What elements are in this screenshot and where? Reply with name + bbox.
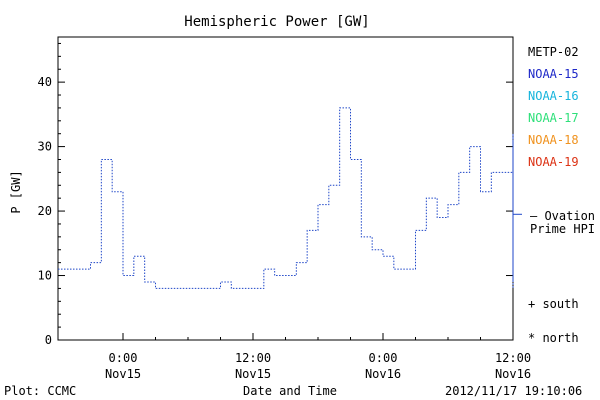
legend-entry: NOAA-19 bbox=[528, 155, 579, 169]
x-axis-label: Date and Time bbox=[243, 384, 337, 398]
marker-legend-south: + south bbox=[528, 297, 579, 311]
plot-frame bbox=[58, 37, 513, 340]
y-tick-label: 0 bbox=[45, 333, 52, 347]
marker-legend-north: * north bbox=[528, 331, 579, 345]
x-tick-label-time: 12:00 bbox=[235, 351, 271, 365]
legend-entry: NOAA-16 bbox=[528, 89, 579, 103]
x-tick-label-time: 0:00 bbox=[369, 351, 398, 365]
ovation-hpi-line bbox=[58, 108, 513, 289]
x-tick-label-day: Nov15 bbox=[105, 367, 141, 381]
ovation-label-line2: Prime HPI bbox=[530, 222, 595, 236]
x-tick-label-time: 12:00 bbox=[495, 351, 531, 365]
plot-area: 0 10 20 30 40 0:00 Nov15 12:00 Nov15 0:00 Nov16 12:… bbox=[38, 37, 600, 381]
legend-entry: NOAA-15 bbox=[528, 67, 579, 81]
legend-entry: NOAA-17 bbox=[528, 111, 579, 125]
y-tick-label: 40 bbox=[38, 75, 52, 89]
y-tick-label: 10 bbox=[38, 269, 52, 283]
legend-entry: METP-02 bbox=[528, 45, 579, 59]
plot-credit: Plot: CCMC bbox=[4, 384, 76, 398]
timestamp: 2012/11/17 19:10:06 bbox=[445, 384, 582, 398]
y-tick-label: 30 bbox=[38, 140, 52, 154]
x-tick-label-day: Nov15 bbox=[235, 367, 271, 381]
ovation-label-line1: — Ovation bbox=[530, 209, 595, 223]
legend-entry: NOAA-18 bbox=[528, 133, 579, 147]
y-tick-label: 20 bbox=[38, 204, 52, 218]
legend: METP-02 NOAA-15 NOAA-16 NOAA-17 NOAA-18 NOAA-… bbox=[528, 45, 579, 169]
x-tick-label-day: Nov16 bbox=[495, 367, 531, 381]
y-axis-label: P [GW] bbox=[9, 170, 23, 213]
x-tick-label-day: Nov16 bbox=[365, 367, 401, 381]
chart-title: Hemispheric Power [GW] bbox=[184, 14, 369, 30]
x-tick-label-time: 0:00 bbox=[109, 351, 138, 365]
